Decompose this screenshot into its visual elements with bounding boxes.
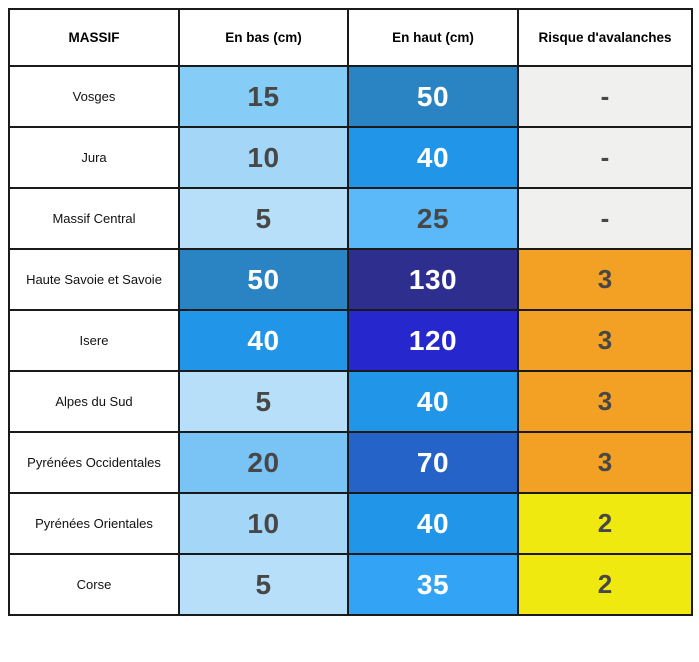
massif-cell: Pyrénées Orientales <box>8 492 180 555</box>
table-row-pyrenees-occidentales: Pyrénées Occidentales 20 70 3 <box>8 431 693 494</box>
en-bas-cell: 5 <box>178 187 349 250</box>
en-haut-cell: 25 <box>347 187 519 250</box>
massif-cell: Isere <box>8 309 180 372</box>
en-haut-cell: 40 <box>347 126 519 189</box>
column-header-massif: MASSIF <box>8 8 180 67</box>
header-row: MASSIF En bas (cm) En haut (cm) Risque d… <box>8 8 693 67</box>
column-header-en-bas: En bas (cm) <box>178 8 349 67</box>
risque-cell: 3 <box>517 309 693 372</box>
risque-cell: 3 <box>517 431 693 494</box>
table-row-pyrenees-orientales: Pyrénées Orientales 10 40 2 <box>8 492 693 555</box>
table-row-vosges: Vosges 15 50 - <box>8 65 693 128</box>
massif-cell: Pyrénées Occidentales <box>8 431 180 494</box>
risque-cell: - <box>517 126 693 189</box>
en-bas-cell: 20 <box>178 431 349 494</box>
column-header-risque: Risque d'avalanches <box>517 8 693 67</box>
massif-cell: Corse <box>8 553 180 616</box>
table-row-jura: Jura 10 40 - <box>8 126 693 189</box>
column-header-en-haut: En haut (cm) <box>347 8 519 67</box>
massif-cell: Haute Savoie et Savoie <box>8 248 180 311</box>
massif-cell: Alpes du Sud <box>8 370 180 433</box>
risque-cell: - <box>517 65 693 128</box>
en-bas-cell: 10 <box>178 126 349 189</box>
risque-cell: 3 <box>517 370 693 433</box>
en-bas-cell: 40 <box>178 309 349 372</box>
table-row-corse: Corse 5 35 2 <box>8 553 693 616</box>
snow-depth-table: MASSIF En bas (cm) En haut (cm) Risque d… <box>8 8 693 616</box>
en-bas-cell: 15 <box>178 65 349 128</box>
en-haut-cell: 40 <box>347 370 519 433</box>
table-row-alpes-du-sud: Alpes du Sud 5 40 3 <box>8 370 693 433</box>
en-bas-cell: 10 <box>178 492 349 555</box>
risque-cell: - <box>517 187 693 250</box>
en-bas-cell: 5 <box>178 553 349 616</box>
en-haut-cell: 120 <box>347 309 519 372</box>
en-haut-cell: 50 <box>347 65 519 128</box>
table-row-haute-savoie: Haute Savoie et Savoie 50 130 3 <box>8 248 693 311</box>
risque-cell: 2 <box>517 553 693 616</box>
en-haut-cell: 35 <box>347 553 519 616</box>
massif-cell: Vosges <box>8 65 180 128</box>
table-row-massif-central: Massif Central 5 25 - <box>8 187 693 250</box>
massif-cell: Jura <box>8 126 180 189</box>
en-bas-cell: 5 <box>178 370 349 433</box>
en-haut-cell: 40 <box>347 492 519 555</box>
risque-cell: 3 <box>517 248 693 311</box>
en-haut-cell: 130 <box>347 248 519 311</box>
en-haut-cell: 70 <box>347 431 519 494</box>
table-row-isere: Isere 40 120 3 <box>8 309 693 372</box>
en-bas-cell: 50 <box>178 248 349 311</box>
massif-cell: Massif Central <box>8 187 180 250</box>
risque-cell: 2 <box>517 492 693 555</box>
